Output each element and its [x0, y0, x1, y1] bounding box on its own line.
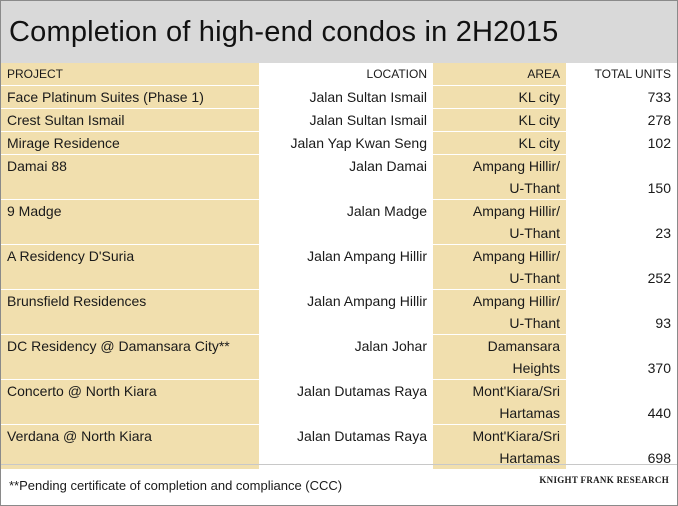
cell-project: Crest Sultan Ismail: [1, 108, 259, 132]
cell-project: A Residency D'Suria: [1, 244, 259, 290]
header-total-units: TOTAL UNITS: [566, 63, 677, 86]
header-project: PROJECT: [1, 63, 259, 86]
cell-area: Damansara Heights: [433, 334, 566, 380]
cell-area: Ampang Hillir/U-Thant: [433, 154, 566, 200]
cell-area-line: Damansara: [487, 338, 560, 354]
cell-area-line: Mont'Kiara/Sri: [472, 383, 560, 399]
cell-total-units: 252: [566, 244, 677, 290]
cell-location: Jalan Sultan Ismail: [259, 108, 433, 132]
cell-location: Jalan Yap Kwan Seng: [259, 131, 433, 155]
cell-total-units: 23: [566, 199, 677, 245]
cell-location: Jalan Johar: [259, 334, 433, 380]
cell-total-units: 440: [566, 379, 677, 425]
cell-area: Mont'Kiara/Sri Hartamas: [433, 424, 566, 470]
cell-total-units: 102: [566, 131, 677, 155]
cell-area-line: KL city: [518, 89, 561, 105]
cell-project: DC Residency @ Damansara City**: [1, 334, 259, 380]
cell-total-units: 278: [566, 108, 677, 132]
cell-location: Jalan Sultan Ismail: [259, 85, 433, 109]
cell-area-line: U-Thant: [509, 180, 560, 196]
cell-location: Jalan Dutamas Raya: [259, 424, 433, 470]
cell-location: Jalan Damai: [259, 154, 433, 200]
cell-total-units: 733: [566, 85, 677, 109]
cell-project: Verdana @ North Kiara: [1, 424, 259, 470]
cell-area-line: U-Thant: [509, 225, 560, 241]
table-row: Brunsfield Residences Jalan Ampang Hillir…: [1, 289, 677, 335]
table-row: Concerto @ North Kiara Jalan Dutamas Raya…: [1, 379, 677, 425]
cell-project: Brunsfield Residences: [1, 289, 259, 335]
cell-area: Mont'Kiara/Sri Hartamas: [433, 379, 566, 425]
table-row: Verdana @ North Kiara Jalan Dutamas Raya M…: [1, 424, 677, 470]
cell-area-line: U-Thant: [509, 315, 560, 331]
cell-area: KL city: [433, 131, 566, 155]
cell-total-units: 698: [566, 424, 677, 470]
table-footer: **Pending certificate of completion and …: [1, 464, 677, 505]
cell-project: Concerto @ North Kiara: [1, 379, 259, 425]
table-row: A Residency D'Suria Jalan Ampang Hillir Am…: [1, 244, 677, 290]
cell-area-line: Heights: [512, 360, 560, 376]
cell-area: KL city: [433, 85, 566, 109]
cell-area-line: Hartamas: [499, 405, 560, 421]
table-header-row: PROJECT LOCATION AREA TOTAL UNITS: [1, 63, 677, 86]
cell-area-line: Ampang Hillir/: [472, 203, 560, 219]
table-row: Mirage Residence Jalan Yap Kwan Seng KL ci…: [1, 131, 677, 155]
condo-table: PROJECT LOCATION AREA TOTAL UNITS Face P…: [1, 63, 677, 470]
table-title: Completion of high-end condos in 2H2015: [1, 1, 677, 63]
header-location: LOCATION: [259, 63, 433, 86]
cell-area-line: Hartamas: [499, 450, 560, 466]
cell-project: 9 Madge: [1, 199, 259, 245]
source-credit: KNIGHT FRANK RESEARCH: [539, 475, 669, 485]
cell-area-line: U-Thant: [509, 270, 560, 286]
cell-area: Ampang Hillir/U-Thant: [433, 244, 566, 290]
cell-area-line: Ampang Hillir/: [472, 293, 560, 309]
cell-area: Ampang Hillir/U-Thant: [433, 289, 566, 335]
cell-location: Jalan Dutamas Raya: [259, 379, 433, 425]
table-row: Face Platinum Suites (Phase 1) Jalan Sult…: [1, 85, 677, 109]
table-row: Damai 88 Jalan Damai Ampang Hillir/U-Thant…: [1, 154, 677, 200]
cell-area-line: KL city: [518, 112, 561, 128]
cell-area: Ampang Hillir/U-Thant: [433, 199, 566, 245]
cell-total-units: 93: [566, 289, 677, 335]
table-row: Crest Sultan Ismail Jalan Sultan Ismail KL…: [1, 108, 677, 132]
cell-area-line: Ampang Hillir/: [472, 248, 560, 264]
cell-location: Jalan Ampang Hillir: [259, 244, 433, 290]
cell-area-line: Ampang Hillir/: [472, 158, 560, 174]
header-area: AREA: [433, 63, 566, 86]
cell-total-units: 370: [566, 334, 677, 380]
cell-area-line: Mont'Kiara/Sri: [472, 428, 560, 444]
footnote: **Pending certificate of completion and …: [9, 477, 343, 493]
cell-location: Jalan Madge: [259, 199, 433, 245]
cell-location: Jalan Ampang Hillir: [259, 289, 433, 335]
cell-project: Mirage Residence: [1, 131, 259, 155]
cell-area-line: KL city: [518, 135, 561, 151]
cell-area: KL city: [433, 108, 566, 132]
table-row: DC Residency @ Damansara City** Jalan Joh…: [1, 334, 677, 380]
cell-project: Damai 88: [1, 154, 259, 200]
cell-total-units: 150: [566, 154, 677, 200]
table-row: 9 Madge Jalan Madge Ampang Hillir/U-Thant 2…: [1, 199, 677, 245]
cell-project: Face Platinum Suites (Phase 1): [1, 85, 259, 109]
